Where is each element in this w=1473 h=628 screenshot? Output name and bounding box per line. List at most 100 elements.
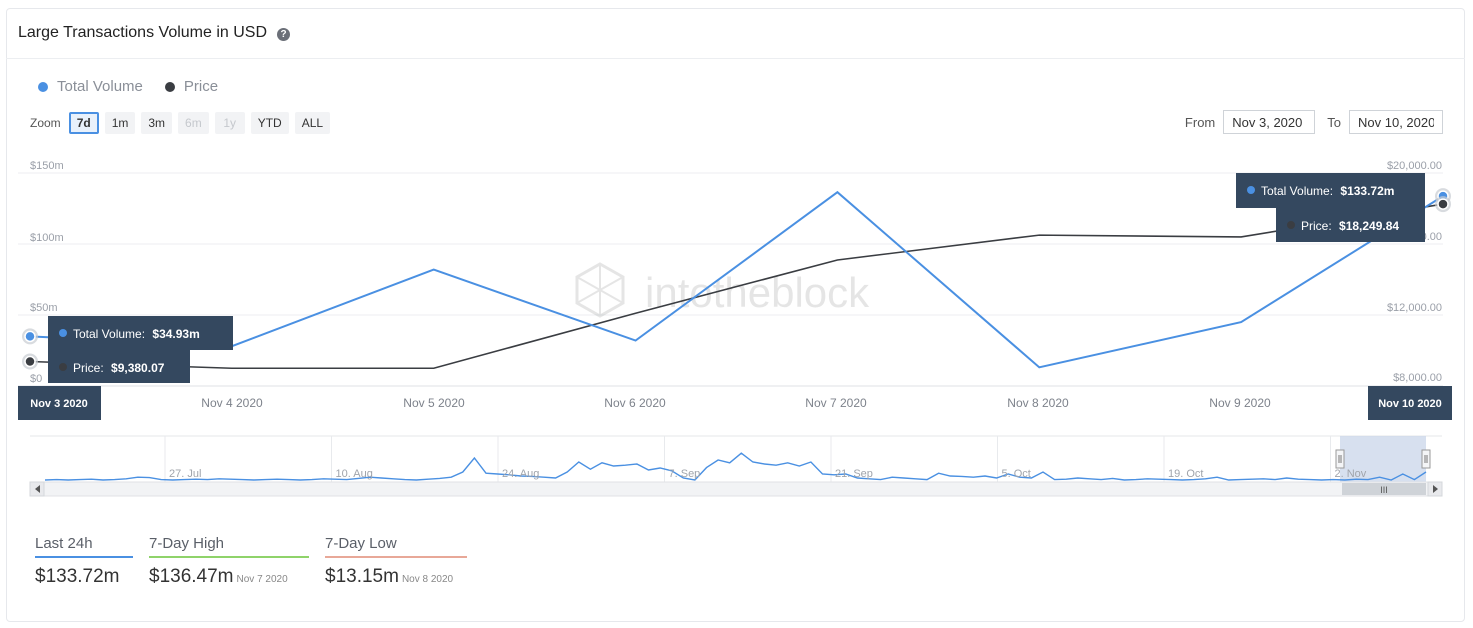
navigator-handle-right[interactable] (1421, 449, 1431, 469)
navigator-label: 7. Sep (669, 468, 701, 480)
y-right-tick: $8,000.00 (1393, 372, 1442, 384)
zoom-1y-button[interactable]: 1y (214, 112, 245, 134)
header-divider (6, 58, 1465, 59)
to-label: To (1327, 114, 1341, 130)
stat-label: 7-Day Low (325, 535, 397, 552)
x-tick: Nov 9 2020 (1209, 396, 1271, 410)
marker-price-start[interactable] (24, 355, 36, 368)
tooltip-dot-icon (1287, 221, 1295, 229)
grid (18, 172, 1443, 387)
navigator-label: 27. Jul (169, 468, 201, 480)
y-left-tick: $50m (30, 302, 58, 314)
stat-value: $13.15m (325, 566, 399, 587)
tooltip-start: Total Volume: $34.93m Price: $9,380.07 N… (18, 316, 233, 420)
y-left-tick: $0 (30, 373, 42, 385)
chart-title: Large Transactions Volume in USD (18, 24, 268, 41)
legend: Total Volume Price (38, 78, 218, 95)
zoom-3m-button[interactable]: 3m (141, 112, 173, 134)
marker-total-volume-start[interactable] (24, 330, 36, 343)
tooltip-price-value: $9,380.07 (111, 361, 165, 375)
scrollbar-thumb[interactable] (1342, 483, 1426, 495)
stat-value: $133.72m (35, 566, 120, 587)
navigator-selection[interactable] (1340, 436, 1426, 482)
from-label: From (1184, 114, 1216, 130)
x-tick: Nov 8 2020 (1007, 396, 1069, 410)
navigator-label: 10. Aug (336, 468, 373, 480)
tooltip-end: Total Volume: $133.72m Price: $18,249.84… (1236, 173, 1452, 420)
zoom-1m-button[interactable]: 1m (104, 112, 136, 134)
zoom-ytd-button[interactable]: YTD (250, 112, 289, 134)
svg-text:Total Volume: $133.72m: Total Volume: $133.72m (1261, 184, 1394, 198)
navigator-background (30, 436, 1442, 482)
stat-underline (325, 556, 467, 558)
tooltip-dot-icon (59, 363, 67, 371)
series-line-price (29, 203, 1444, 370)
watermark-text: intotheblock (645, 269, 870, 316)
stat-value-row: $13.15m Nov 8 2020 (325, 566, 467, 588)
navigator-label: 2. Nov (1335, 468, 1367, 480)
date-range: From To (1185, 110, 1443, 134)
scroll-left-arrow-icon[interactable] (29, 481, 45, 497)
y-left-tick: $150m (30, 160, 64, 172)
navigator-series-line (44, 452, 1427, 481)
legend-item-total-volume[interactable]: Total Volume (38, 78, 143, 95)
svg-text:Price: $9,380.07: Price: $9,380.07 (73, 361, 165, 375)
tooltip-price-label: Price: (73, 361, 104, 375)
scrollbar-grip-icon: III (1380, 485, 1388, 495)
watermark: intotheblock (575, 262, 870, 318)
stat-label: Last 24h (35, 535, 93, 552)
y-right-tick: $12,000.00 (1387, 302, 1442, 314)
from-date-input[interactable] (1223, 110, 1316, 134)
navigator[interactable]: 27. Jul 10. Aug 24. Aug 7. Sep 21. Sep 5. Oct… (0, 434, 1473, 504)
y-left-axis: $150m $100m $50m $0 (30, 160, 64, 385)
navigator-label: 21. Sep (835, 468, 873, 480)
x-tick: Nov 4 2020 (201, 396, 263, 410)
zoom-7d-button[interactable]: 7d (68, 112, 99, 134)
tooltip-price-label: Price: (1301, 219, 1332, 233)
legend-label: Price (183, 78, 219, 95)
navigator-label: 24. Aug (502, 468, 539, 480)
tooltip-dot-icon (59, 329, 67, 337)
legend-label: Total Volume (57, 78, 143, 95)
x-tick: Nov 5 2020 (403, 396, 465, 410)
stat-value-row: $136.47m Nov 7 2020 (149, 566, 309, 588)
scrollbar-track[interactable] (29, 481, 1443, 497)
tooltip-date: Nov 10 2020 (1378, 398, 1442, 410)
stat-7-day-high: 7-Day High $136.47m Nov 7 2020 (149, 535, 309, 588)
zoom-label: Zoom (30, 116, 61, 130)
tooltip-dot-icon (1247, 186, 1255, 194)
tooltip-price-value: $18,249.84 (1339, 219, 1399, 233)
x-tick: Nov 6 2020 (604, 396, 666, 410)
y-right-tick: $20,000.00 (1387, 160, 1442, 172)
zoom-all-button[interactable]: ALL (294, 112, 331, 134)
svg-text:Total Volume: $34.93m: Total Volume: $34.93m (73, 327, 200, 341)
legend-dot-icon (164, 81, 175, 92)
stats-row: Last 24h $133.72m 7-Day High $136.47m Nov… (35, 535, 467, 588)
stat-date: Nov 7 2020 (236, 574, 288, 585)
marker-price-end[interactable] (1437, 198, 1449, 210)
stat-value: $136.47m (149, 566, 234, 587)
navigator-handle-left[interactable] (1335, 449, 1345, 469)
scroll-right-arrow-icon[interactable] (1427, 481, 1443, 497)
navigator-label: 19. Oct (1168, 468, 1203, 480)
tooltip-volume-label: Total Volume: (1261, 184, 1333, 198)
zoom-6m-button[interactable]: 6m (178, 112, 209, 134)
legend-item-price[interactable]: Price (164, 78, 219, 95)
stat-date: Nov 8 2020 (401, 574, 454, 585)
main-chart[interactable]: intotheblock $150m $100m $50m $0 $20,000… (0, 0, 1473, 430)
legend-dot-icon (38, 81, 48, 92)
tooltip-volume-value: $34.93m (152, 327, 199, 341)
series-line-total-volume (29, 190, 1444, 369)
stat-underline (149, 556, 309, 558)
tooltip-volume-label: Total Volume: (73, 327, 145, 341)
to-date-input[interactable] (1349, 110, 1443, 134)
stat-underline (35, 556, 133, 558)
stat-last-24h: Last 24h $133.72m (35, 535, 133, 588)
header: Large Transactions Volume in USD ? (18, 24, 291, 42)
navigator-labels: 27. Jul 10. Aug 24. Aug 7. Sep 21. Sep 5. Oct… (169, 468, 1367, 480)
watermark-logo-icon (575, 262, 625, 318)
zoom-controls: Zoom 7d 1m 3m 6m 1y YTD ALL (30, 112, 331, 134)
stat-7-day-low: 7-Day Low $13.15m Nov 8 2020 (325, 535, 467, 588)
question-circle-icon[interactable]: ? (277, 28, 291, 41)
navigator-label: 5. Oct (1002, 468, 1031, 480)
